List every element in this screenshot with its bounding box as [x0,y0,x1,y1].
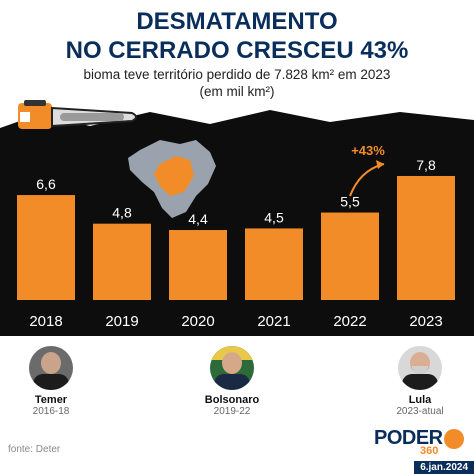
president-name: Lula [408,394,432,406]
value-label-2020: 4,4 [188,211,208,227]
value-label-2019: 4,8 [112,205,132,221]
title-line-2: NO CERRADO CRESCEU 43% [65,37,409,64]
bar-2022 [321,212,379,300]
president-years: 2019-22 [213,406,251,417]
bolsonaro-photo [210,346,254,390]
subtitle-line-2: (em mil km²) [199,84,275,99]
president-temer: Temer 2016-18 [0,346,106,417]
president-name: Temer [34,394,68,406]
source-note: fonte: Deter [8,444,61,455]
category-label-2021: 2021 [257,313,290,330]
bar-2019 [93,223,151,300]
title-line-1: DESMATAMENTO [136,8,338,35]
category-label-2023: 2023 [409,313,442,330]
logo-text: PODER [374,427,443,449]
value-label-2022: 5,5 [340,194,360,210]
president-years: 2016-18 [32,406,70,417]
value-label-2023: 7,8 [416,157,436,173]
category-label-2020: 2020 [181,313,214,330]
value-label-2018: 6,6 [36,176,56,192]
chainsaw-icon [18,100,137,129]
bar-2018 [17,195,75,300]
bar-2021 [245,228,303,300]
value-label-2021: 4,5 [264,209,284,225]
president-years: 2023-atual [396,406,444,417]
president-bolsonaro: Bolsonaro 2019-22 [177,346,287,417]
publication-date: 6.jan.2024 [414,461,474,474]
bar-chart: 6,6 2018 4,8 2019 4,4 2020 4,5 2021 5,5 2022 7,8 20… [0,100,474,336]
bar-2023 [397,175,455,300]
category-label-2022: 2022 [333,313,366,330]
poder360-logo: PODER 360 [374,427,464,461]
president-name: Bolsonaro [204,394,260,406]
subtitle-line-1: bioma teve território perdido de 7.828 k… [83,67,391,82]
growth-arrow-head [376,160,384,169]
temer-photo [29,346,73,390]
lula-photo [398,346,442,390]
bar-2020 [169,230,227,300]
sun-icon [444,429,464,449]
category-label-2018: 2018 [29,313,62,330]
brazil-map-icon [128,140,216,218]
category-label-2019: 2019 [105,313,138,330]
logo-number: 360 [420,445,439,457]
president-lula: Lula 2023-atual [365,346,474,417]
growth-annotation: +43% [351,143,385,158]
